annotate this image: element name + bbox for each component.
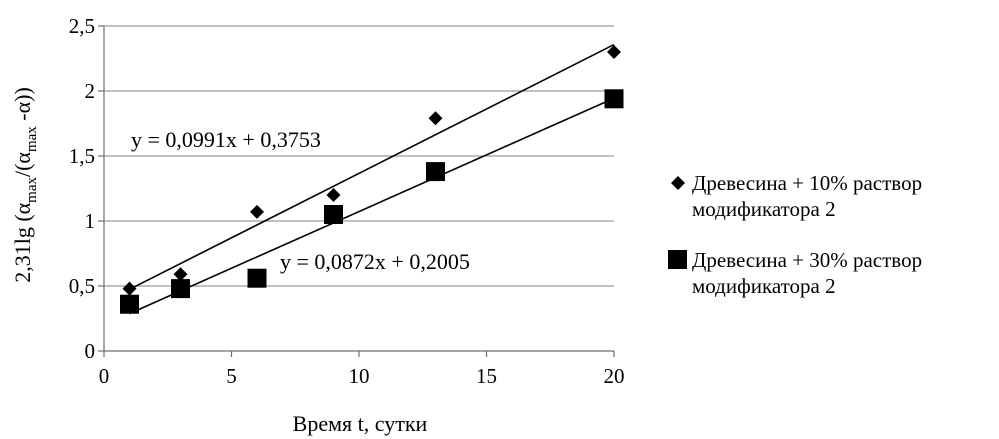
data-point-series-1 xyxy=(122,281,137,296)
x-tick-label: 10 xyxy=(349,364,370,388)
legend-square-marker xyxy=(668,250,687,269)
legend-diamond-marker xyxy=(671,176,685,190)
legend-label-series-2-line-1: Древесина + 30% раствор xyxy=(692,248,922,272)
data-point-series-2 xyxy=(426,162,445,182)
data-point-series-2 xyxy=(324,205,343,224)
data-point-series-1 xyxy=(173,267,188,282)
x-tick-label: 20 xyxy=(604,364,625,388)
data-points xyxy=(120,45,624,314)
x-axis-title: Время t, сутки xyxy=(293,411,428,436)
legend: Древесина + 10% раствор модификатора 2 Д… xyxy=(668,171,922,298)
data-point-series-2 xyxy=(171,279,190,299)
gridlines xyxy=(104,25,614,287)
y-tick-label: 2 xyxy=(85,79,96,103)
data-point-series-1 xyxy=(326,188,341,202)
y-tick-label: 2,5 xyxy=(69,14,95,38)
trendline-series-2 xyxy=(129,97,615,315)
y-tick-label: 0 xyxy=(85,339,96,363)
legend-item-series-2: Древесина + 30% раствор модификатора 2 xyxy=(668,248,922,298)
data-point-series-2 xyxy=(604,89,624,109)
data-point-series-1 xyxy=(428,111,443,126)
y-axis-title: 2,31lg (αmax/(αmax -α)) xyxy=(10,87,40,283)
x-tick-label: 5 xyxy=(226,364,237,388)
data-point-series-1 xyxy=(607,45,621,59)
x-tick-label: 15 xyxy=(476,364,497,388)
y-tick-label: 0,5 xyxy=(69,274,95,298)
x-tick-label: 0 xyxy=(99,364,110,388)
legend-item-series-1: Древесина + 10% раствор модификатора 2 xyxy=(671,171,922,221)
trendline-equation-series-2: y = 0,0872x + 0,2005 xyxy=(280,249,470,274)
trendline-equation-series-1: y = 0,0991x + 0,3753 xyxy=(131,127,321,152)
legend-label-series-1-line-2: модификатора 2 xyxy=(692,197,836,221)
axes: 0 0,5 1 1,5 2 2,5 0 5 10 15 20 xyxy=(69,14,625,388)
legend-label-series-2-line-2: модификатора 2 xyxy=(692,274,836,298)
data-point-series-2 xyxy=(247,268,267,288)
labels: y = 0,0991x + 0,3753 y = 0,0872x + 0,200… xyxy=(10,87,470,436)
trendline-series-1 xyxy=(129,43,615,291)
data-point-series-1 xyxy=(250,204,264,219)
legend-label-series-1-line-1: Древесина + 10% раствор xyxy=(692,171,922,195)
y-tick-label: 1,5 xyxy=(69,144,95,168)
data-point-series-2 xyxy=(120,294,139,314)
y-tick-label: 1 xyxy=(85,209,96,233)
trendlines xyxy=(129,43,615,315)
